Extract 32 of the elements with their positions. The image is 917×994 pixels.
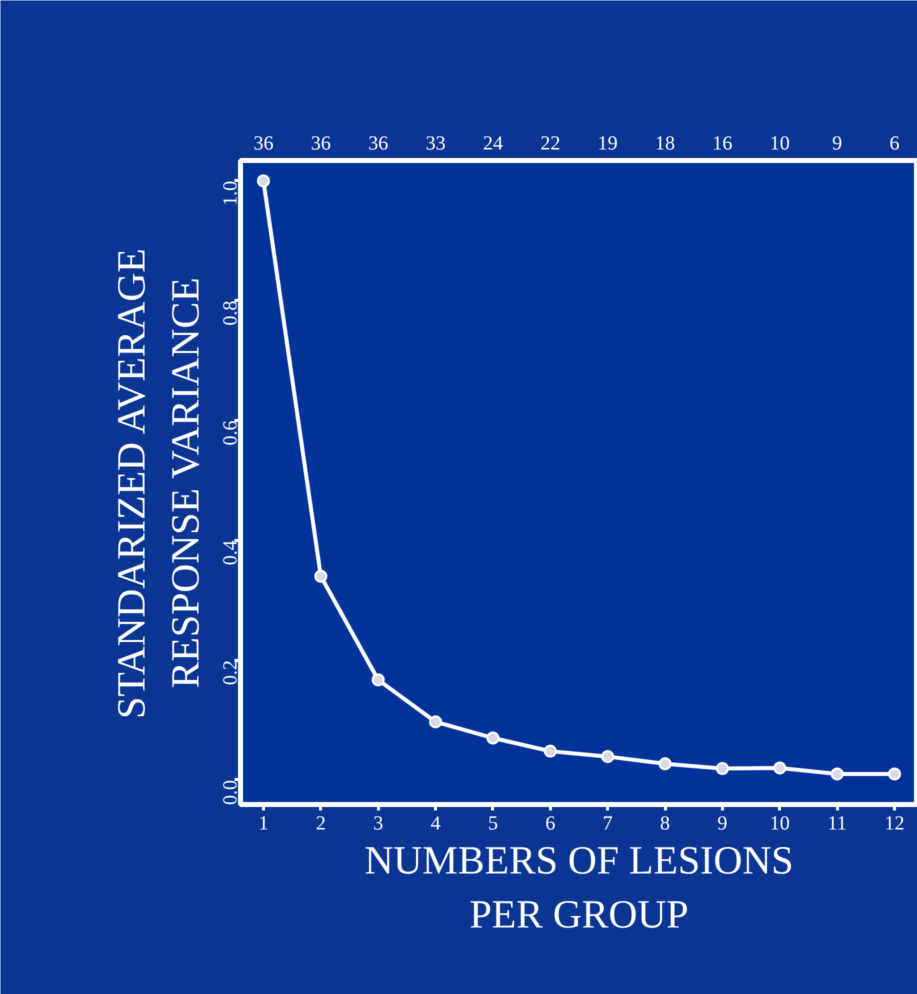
x-tick-label: 7: [602, 812, 613, 834]
y-tick-label: 0.6: [220, 420, 242, 446]
x-tick-label: 1: [258, 812, 268, 834]
text: 18: [655, 132, 676, 154]
x-tick-label: 3: [373, 812, 384, 834]
x-tick-label: 4: [430, 812, 441, 834]
text: 10: [770, 132, 790, 154]
x-tick-label: 11: [828, 812, 847, 834]
x-tick-label: 9: [717, 812, 728, 834]
text: 36: [310, 132, 331, 154]
y-tick-label: 0.8: [220, 300, 242, 326]
y-tick-label: 0.4: [220, 540, 242, 566]
text: 19: [598, 132, 618, 154]
y-tick-label: 0.0: [220, 780, 242, 805]
y-tick-label: 1.0: [220, 180, 242, 206]
text: 33: [426, 132, 446, 154]
x-tick-label: 8: [660, 812, 670, 834]
x-axis-title: NUMBERS OF LESIONS PER GROUP: [364, 838, 794, 936]
text: 9: [832, 132, 842, 154]
y-axis-title: STANDARIZED AVERAGE RESPONSE VARIANCE: [108, 248, 208, 719]
x-tick-label: 5: [488, 812, 498, 834]
x-tick-label: 10: [770, 812, 790, 834]
x-tick-label: 2: [316, 812, 326, 834]
text: 6: [890, 132, 900, 154]
x-tick-label: 6: [545, 812, 556, 834]
text: 36: [253, 132, 274, 154]
text: 22: [540, 132, 560, 154]
text: 24: [482, 132, 503, 154]
text: 36: [368, 132, 388, 154]
x-tick-label: 12: [884, 812, 905, 834]
y-tick-label: 0.2: [220, 660, 242, 686]
text: 16: [712, 132, 732, 154]
